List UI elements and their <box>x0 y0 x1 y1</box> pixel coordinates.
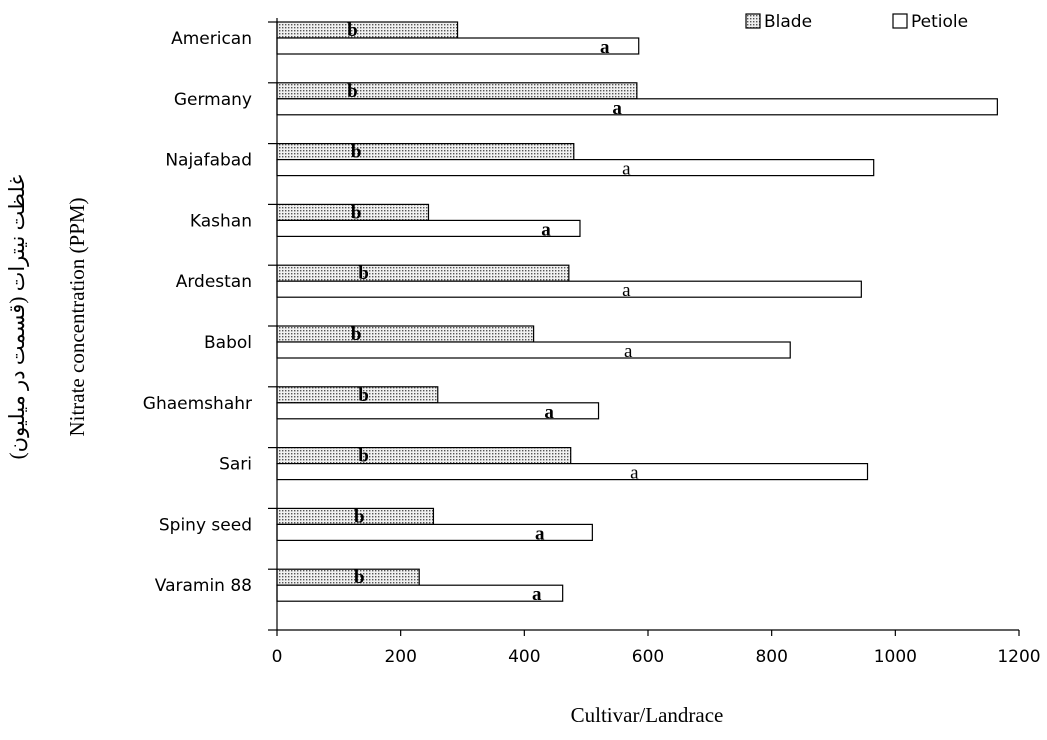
x-tick-label: 800 <box>755 647 787 667</box>
y-axis-title-persian: غلظت نیترات (قسمت در میلیون) <box>5 175 30 460</box>
bar-blade <box>276 143 575 161</box>
bar-petiole <box>276 98 998 116</box>
bar-petiole <box>276 219 581 237</box>
letter-blade: b <box>354 567 365 588</box>
category-label: Najafabad <box>165 151 252 171</box>
legend-swatch-petiole <box>892 13 908 29</box>
category-label: Ardestan <box>176 272 252 292</box>
legend: Blade Petiole <box>745 12 968 32</box>
category-label: Kashan <box>190 211 252 231</box>
category-label: American <box>171 29 252 49</box>
letter-petiole: a <box>622 280 631 301</box>
legend-label-blade: Blade <box>764 12 812 32</box>
letter-petiole: a <box>630 463 639 484</box>
letter-petiole: a <box>544 402 554 423</box>
bars-group <box>276 21 998 602</box>
letter-blade: b <box>358 263 369 284</box>
letter-petiole: a <box>541 219 551 240</box>
x-axis-title: Cultivar/Landrace <box>571 703 724 727</box>
legend-label-petiole: Petiole <box>911 12 968 32</box>
bar-blade <box>276 325 535 343</box>
category-label: Babol <box>204 333 252 353</box>
category-label: Ghaemshahr <box>143 394 252 414</box>
letter-blade: b <box>351 202 362 223</box>
bar-petiole <box>276 523 593 542</box>
letter-blade: b <box>351 324 362 345</box>
bar-blade <box>276 21 459 39</box>
letter-blade: b <box>358 446 369 467</box>
letter-petiole: a <box>612 98 622 119</box>
x-tick-label: 1200 <box>997 647 1040 667</box>
bar-petiole <box>276 37 640 55</box>
bar-blade <box>276 82 638 100</box>
legend-swatch-blade <box>745 13 761 29</box>
significance-letters: b a b a b a b a b a b a b a b a b a b a <box>347 20 639 605</box>
letter-petiole: a <box>600 37 610 58</box>
x-tick-label: 1000 <box>874 647 917 667</box>
letter-petiole: a <box>624 341 633 362</box>
y-axis-title: Nitrate concentration (PPM) <box>65 197 89 436</box>
letter-blade: b <box>358 385 369 406</box>
letter-petiole: a <box>535 523 545 544</box>
bar-petiole <box>276 159 875 177</box>
category-label: Sari <box>219 455 252 475</box>
bar-blade <box>276 264 570 282</box>
category-label: Varamin 88 <box>155 576 252 596</box>
letter-petiole: a <box>532 584 542 605</box>
x-tick-label: 400 <box>508 647 540 667</box>
letter-blade: b <box>354 506 365 527</box>
letter-blade: b <box>347 20 358 41</box>
x-tick-label: 600 <box>632 647 664 667</box>
x-tick-label: 200 <box>384 647 416 667</box>
letter-blade: b <box>347 81 358 102</box>
x-tick-labels: 0 200 400 600 800 1000 1200 <box>272 647 1041 667</box>
bar-blade <box>276 568 420 586</box>
axes <box>268 18 1020 636</box>
bar-blade <box>276 447 572 465</box>
category-labels: American Germany Najafabad Kashan Ardestan Ba… <box>143 29 252 596</box>
x-tick-label: 0 <box>272 647 283 667</box>
bar-petiole <box>276 584 564 602</box>
letter-petiole: a <box>622 159 631 180</box>
category-label: Spiny seed <box>159 515 252 535</box>
letter-blade: b <box>351 142 362 163</box>
category-label: Germany <box>174 90 252 110</box>
